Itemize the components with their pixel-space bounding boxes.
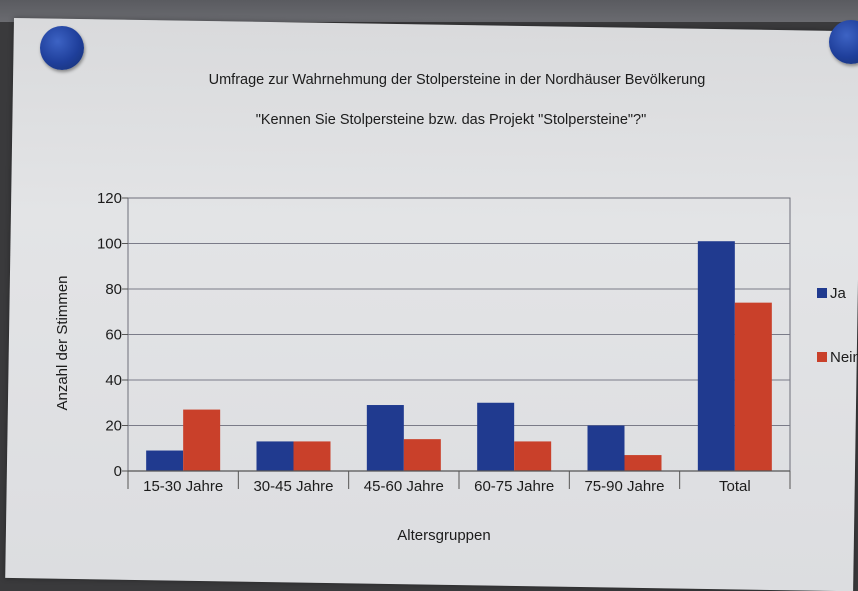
y-tick-label: 0: [114, 463, 122, 480]
x-tick-label: 15-30 Jahre: [143, 478, 223, 495]
chart-title: Umfrage zur Wahrnehmung der Stolperstein…: [209, 72, 706, 88]
x-tick-label: 60-75 Jahre: [474, 478, 554, 495]
legend-swatch-ja: [817, 288, 827, 298]
y-tick-label: 80: [105, 281, 122, 298]
bar-ja-1: [146, 450, 184, 471]
legend-label-nein: Nein: [830, 349, 858, 366]
bar-nein-4: [514, 441, 552, 471]
bar-nein-5: [624, 455, 662, 471]
magnet-pin-right: [829, 20, 858, 64]
y-tick-label: 40: [105, 372, 122, 389]
x-tick-label: 30-45 Jahre: [253, 478, 333, 495]
magnet-pin-left: [40, 26, 84, 70]
bar-ja-4: [477, 402, 515, 471]
backdrop: [0, 0, 858, 22]
bar-nein-3: [403, 439, 441, 471]
y-tick-label: 20: [105, 418, 122, 435]
x-tick-label: Total: [719, 478, 751, 495]
x-axis-label: Altersgruppen: [397, 527, 490, 544]
bar-ja-6: [697, 241, 735, 471]
legend-swatch-nein: [817, 352, 827, 362]
bar-ja-3: [366, 405, 404, 471]
chart-subtitle: "Kennen Sie Stolpersteine bzw. das Proje…: [256, 112, 647, 128]
bar-nein-2: [293, 441, 331, 471]
legend-label-ja: Ja: [830, 285, 847, 302]
bar-nein-6: [734, 302, 772, 471]
y-tick-label: 120: [97, 190, 122, 207]
x-tick-label: 45-60 Jahre: [364, 478, 444, 495]
bar-chart: Umfrage zur Wahrnehmung der Stolperstein…: [54, 72, 858, 544]
y-tick-label: 100: [97, 236, 122, 253]
bar-nein-1: [183, 409, 221, 471]
x-tick-label: 75-90 Jahre: [584, 478, 664, 495]
bar-ja-2: [256, 441, 294, 471]
y-tick-label: 60: [105, 327, 122, 344]
y-axis-label: Anzahl der Stimmen: [54, 275, 71, 410]
bar-ja-5: [587, 425, 625, 471]
plot-area: 0 20 40 60 80 100 120 15-30 Jahre 30-45 Jahre 45-…: [97, 190, 858, 495]
